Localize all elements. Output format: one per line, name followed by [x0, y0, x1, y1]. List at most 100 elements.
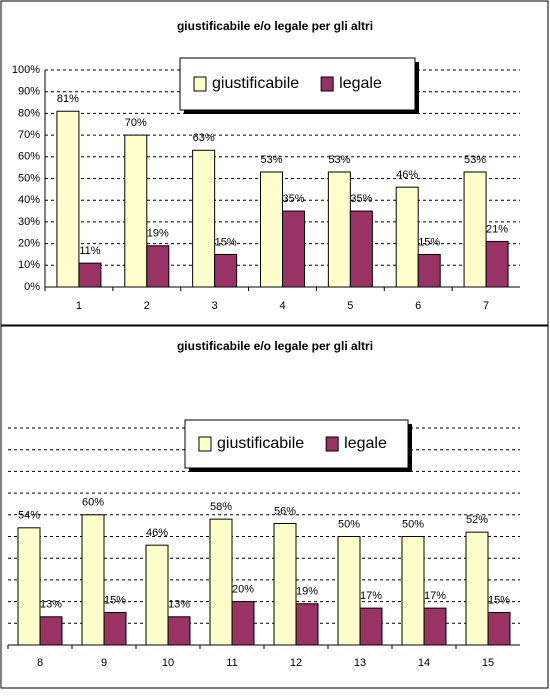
bar [214, 253, 238, 288]
bar [103, 611, 127, 646]
data-label: 19% [147, 228, 169, 240]
data-label: 46% [146, 527, 168, 539]
x-tick-label: 2 [144, 300, 150, 312]
chart-frame [0, 0, 549, 326]
bar [485, 240, 509, 288]
bar [167, 616, 191, 646]
data-label: 13% [40, 599, 62, 611]
data-label: 11% [79, 245, 100, 257]
bar [417, 253, 441, 288]
bar [39, 616, 63, 646]
legend-label: legale [339, 75, 382, 92]
y-tick-label: 50% [18, 172, 40, 184]
bar [56, 110, 80, 288]
x-tick-label: 7 [483, 300, 489, 312]
bar [231, 601, 255, 646]
bar [78, 262, 102, 288]
x-tick-label: 3 [212, 300, 218, 312]
data-label: 15% [488, 594, 510, 606]
bar [192, 149, 216, 288]
bar [145, 544, 169, 646]
bar [349, 210, 373, 288]
bar [17, 527, 41, 646]
bar [295, 603, 319, 646]
data-label: 70% [125, 117, 147, 129]
x-tick-label: 14 [418, 657, 430, 669]
data-label: 50% [402, 518, 424, 530]
bar [260, 171, 283, 288]
y-tick-label: 70% [18, 129, 40, 141]
data-label: 60% [82, 497, 104, 509]
bar [401, 536, 425, 646]
legend-label: legale [344, 435, 387, 452]
y-tick-label: 0% [24, 281, 40, 293]
data-label: 58% [210, 501, 232, 513]
bar [124, 134, 148, 288]
data-label: 13% [168, 599, 190, 611]
x-tick-label: 8 [37, 657, 43, 669]
x-tick-label: 5 [347, 300, 353, 312]
bar [395, 186, 419, 288]
data-label: 35% [350, 193, 372, 205]
data-label: 56% [274, 505, 296, 517]
data-label: 15% [215, 236, 237, 248]
y-tick-label: 60% [18, 151, 40, 163]
bar [146, 245, 170, 288]
data-label: 81% [57, 93, 79, 105]
data-label: 20% [232, 584, 254, 596]
y-tick-label: 90% [18, 86, 40, 98]
data-label: 53% [328, 154, 350, 166]
x-tick-label: 4 [279, 300, 285, 312]
bar [273, 522, 297, 646]
legend [179, 57, 416, 111]
legend-swatch [198, 436, 212, 452]
data-label: 50% [338, 518, 360, 530]
y-tick-label: 100% [12, 64, 40, 76]
bar [423, 607, 447, 646]
data-label: 46% [396, 169, 418, 181]
legend-swatch [193, 76, 207, 92]
data-label: 15% [418, 236, 440, 248]
data-label: 53% [464, 154, 486, 166]
data-label: 52% [466, 514, 488, 526]
data-label: 63% [193, 132, 215, 144]
data-label: 17% [360, 590, 382, 602]
bar [487, 611, 511, 646]
data-label: 53% [260, 154, 282, 166]
chart-title: giustificabile e/o legale per gli altri [177, 339, 373, 353]
bar [209, 518, 233, 646]
y-tick-label: 80% [18, 107, 40, 119]
legend-label: giustificabile [217, 435, 304, 452]
bar [465, 531, 489, 646]
x-tick-label: 9 [101, 657, 107, 669]
x-tick-label: 11 [226, 657, 237, 669]
data-label: 54% [18, 510, 40, 522]
bar [81, 514, 105, 646]
legend [184, 419, 409, 469]
x-tick-label: 1 [76, 300, 82, 312]
bar [282, 210, 305, 288]
bar [327, 171, 351, 288]
data-label: 15% [104, 594, 126, 606]
y-tick-label: 10% [18, 259, 40, 271]
x-tick-label: 6 [415, 300, 421, 312]
x-tick-label: 10 [162, 657, 174, 669]
legend-swatch [325, 436, 339, 452]
chart-title: giustificabile e/o legale per gli altri [177, 19, 373, 33]
data-label: 35% [282, 193, 304, 205]
x-tick-label: 12 [290, 657, 302, 669]
x-tick-label: 15 [482, 657, 494, 669]
y-tick-label: 30% [18, 216, 40, 228]
legend-label: giustificabile [212, 75, 299, 92]
x-tick-label: 13 [354, 657, 366, 669]
bar [359, 607, 383, 646]
legend-swatch [320, 76, 334, 92]
data-label: 21% [486, 223, 508, 235]
data-label: 19% [296, 586, 318, 598]
data-label: 17% [424, 590, 446, 602]
chart-frame [0, 325, 549, 689]
bar [337, 536, 361, 646]
bar [463, 171, 487, 288]
